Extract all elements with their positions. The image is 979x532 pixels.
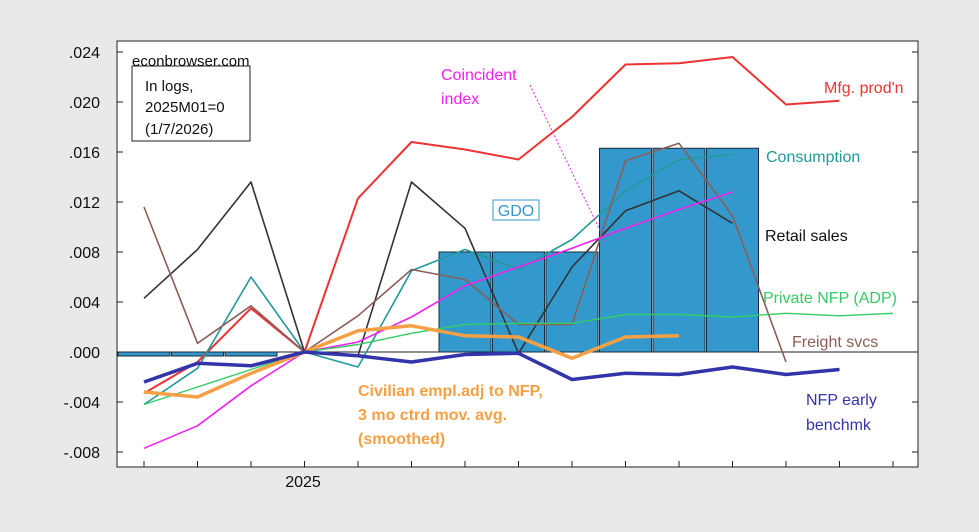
gdo-bar	[652, 147, 706, 353]
series-line-private-nfp-adp	[143, 312, 894, 406]
gdo-bar	[545, 251, 599, 353]
gdo-label-box	[492, 199, 540, 221]
label-nfp-2: benchmk	[806, 417, 872, 434]
coincident-pointer	[529, 84, 607, 244]
gdo-bar	[224, 351, 278, 357]
y-tick-label: .024	[69, 45, 100, 62]
label-freight: Freight svcs	[792, 334, 878, 351]
y-tick-label: .004	[69, 295, 100, 312]
y-tick-label: .008	[69, 245, 100, 262]
note-line-1: In logs,	[145, 78, 193, 95]
label-adp: Private NFP (ADP)	[763, 290, 897, 307]
series-line-mfg-prod-n	[143, 56, 840, 395]
series-line-coincident-index	[143, 191, 733, 450]
note-line-2: 2025M01=0	[145, 99, 225, 116]
y-tick-label: .016	[69, 145, 100, 162]
label-civ-2: 3 mo ctrd mov. avg.	[358, 407, 507, 424]
series-line-nfp-early-benchmk	[143, 350, 840, 384]
series-line-civilian-empl-adj-to-nfp-3-mo-ctrd-mov-avg-smoothed	[143, 324, 680, 399]
series-line-consumption	[143, 153, 733, 406]
series-line-freight-svcs	[143, 142, 787, 363]
y-tick-label: .020	[69, 95, 100, 112]
label-retail: Retail sales	[765, 228, 848, 245]
note-box	[131, 65, 251, 142]
y-tick-label: .000	[69, 345, 100, 362]
label-coincident-1: Coincident	[441, 67, 517, 84]
label-consumption: Consumption	[766, 149, 860, 166]
x-tick-label: 2025	[285, 474, 321, 491]
series-lines	[143, 56, 894, 450]
label-civ-1: Civilian empl.adj to NFP,	[358, 383, 543, 400]
label-nfp-1: NFP early	[806, 392, 877, 409]
label-civ-3: (smoothed)	[358, 431, 445, 448]
gdo-bar	[171, 351, 224, 357]
label-coincident-2: index	[441, 91, 479, 108]
gdo-bar	[706, 147, 759, 353]
label-mfg: Mfg. prod'n	[824, 80, 904, 97]
y-axis: .024 .020 .016 .012 .008 .004 .000 -.004 -.008	[64, 45, 918, 462]
y-tick-label: .012	[69, 195, 100, 212]
y-tick-label: -.004	[64, 395, 101, 412]
note-line-3: (1/7/2026)	[145, 121, 213, 138]
series-line-retail-sales	[143, 181, 733, 357]
gdo-bar	[599, 147, 652, 353]
x-axis	[143, 461, 894, 467]
note-source: econbrowser.com	[132, 53, 250, 70]
gdo-label: GDO	[498, 203, 534, 220]
y-tick-label: -.008	[64, 445, 101, 462]
gdo-bar	[117, 351, 171, 357]
